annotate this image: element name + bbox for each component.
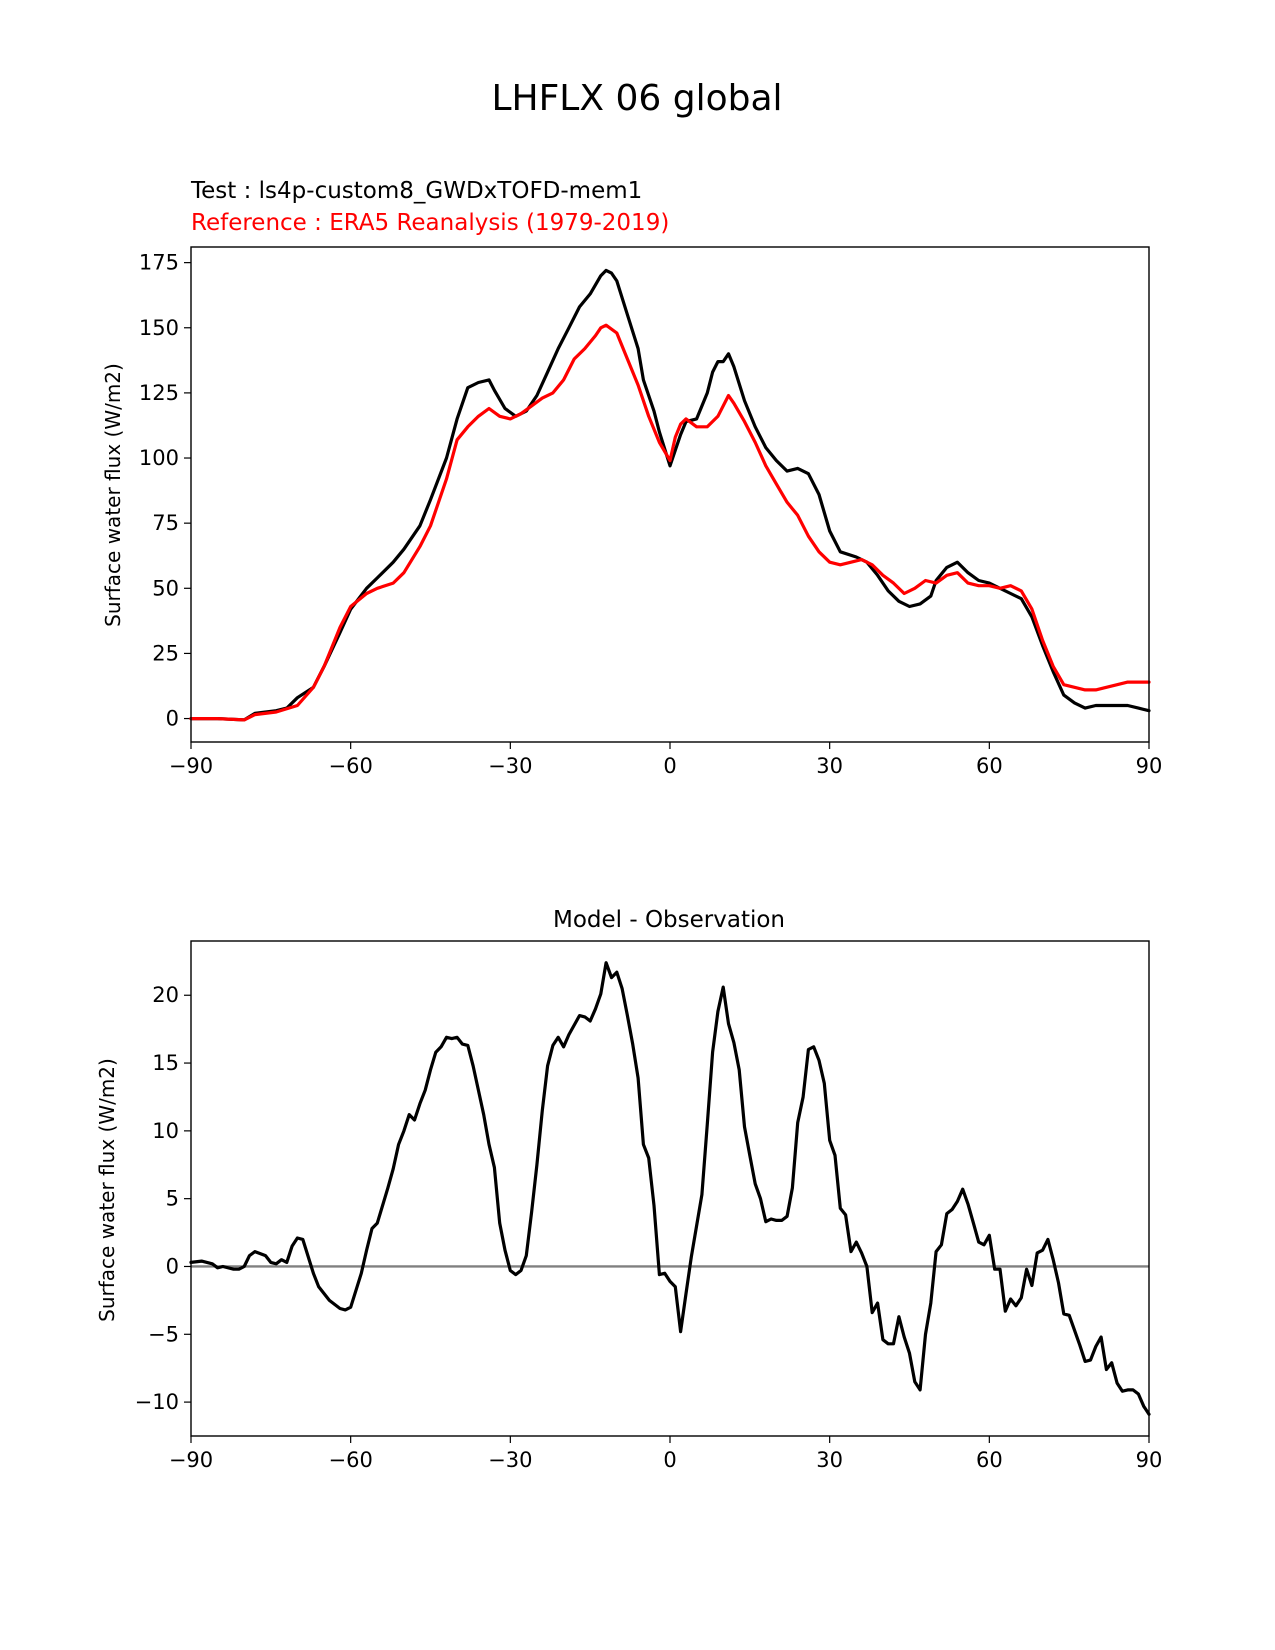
bottom-y-tick-label: −5: [148, 1322, 179, 1346]
bottom-y-axis-label: Surface water flux (W/m2): [95, 1058, 119, 1322]
bottom-y-tick-label: 15: [152, 1051, 179, 1075]
test-label: Test : ls4p-custom8_GWDxTOFD-mem1: [190, 178, 642, 204]
top-x-tick-label: 0: [663, 754, 676, 778]
top-axes-frame: [190, 246, 1150, 743]
top-y-tick-label: 125: [139, 381, 179, 405]
top-y-tick-label: 100: [139, 446, 179, 470]
top-y-axis-label: Surface water flux (W/m2): [101, 363, 125, 627]
top-y-tick-label: 25: [152, 641, 179, 665]
top-series-test: [189, 268, 1151, 722]
top-panel: Test : ls4p-custom8_GWDxTOFD-mem1 Refere…: [101, 178, 1162, 778]
bottom-axes-frame: [190, 940, 1150, 1437]
bottom-panel: Model - Observation Surface water flux (…: [95, 907, 1162, 1472]
reference-label: Reference : ERA5 Reanalysis (1979-2019): [191, 210, 669, 236]
bottom-plot-area: −90 −60 −30 0 30 60 90 −10 −5 0 5 10 15 20: [135, 940, 1163, 1472]
top-y-tick-label: 75: [152, 511, 179, 535]
bottom-y-tick-label: −10: [135, 1390, 179, 1414]
top-x-tick-label: 90: [1136, 754, 1163, 778]
top-x-tick-label: −90: [169, 754, 213, 778]
bottom-series-model-observation: [189, 961, 1151, 1416]
bottom-y-tick-label: 10: [152, 1119, 179, 1143]
bottom-x-tick-label: 0: [663, 1448, 676, 1472]
top-x-tick-label: 30: [816, 754, 843, 778]
bottom-x-tick-label: −30: [488, 1448, 532, 1472]
top-y-tick-label: 0: [166, 707, 179, 731]
bottom-x-tick-label: 60: [976, 1448, 1003, 1472]
bottom-y-tick-label: 0: [166, 1254, 179, 1278]
bottom-chart-title: Model - Observation: [553, 907, 785, 933]
bottom-y-tick-label: 20: [152, 983, 179, 1007]
top-y-tick-label: 175: [139, 251, 179, 275]
top-x-tick-label: 60: [976, 754, 1003, 778]
bottom-y-tick-label: 5: [166, 1187, 179, 1211]
bottom-x-tick-label: 90: [1136, 1448, 1163, 1472]
bottom-x-tick-label: −90: [169, 1448, 213, 1472]
top-x-tick-label: −60: [329, 754, 373, 778]
figure-title: LHFLX 06 global: [491, 78, 782, 119]
top-y-tick-label: 150: [139, 316, 179, 340]
top-plot-area: −90 −60 −30 0 30 60 90 0 25 50 75 100 125 150 175: [139, 246, 1163, 778]
top-y-tick-label: 50: [152, 576, 179, 600]
top-series-reference: [189, 323, 1151, 722]
bottom-x-tick-label: 30: [816, 1448, 843, 1472]
top-x-tick-label: −30: [488, 754, 532, 778]
bottom-x-tick-label: −60: [329, 1448, 373, 1472]
